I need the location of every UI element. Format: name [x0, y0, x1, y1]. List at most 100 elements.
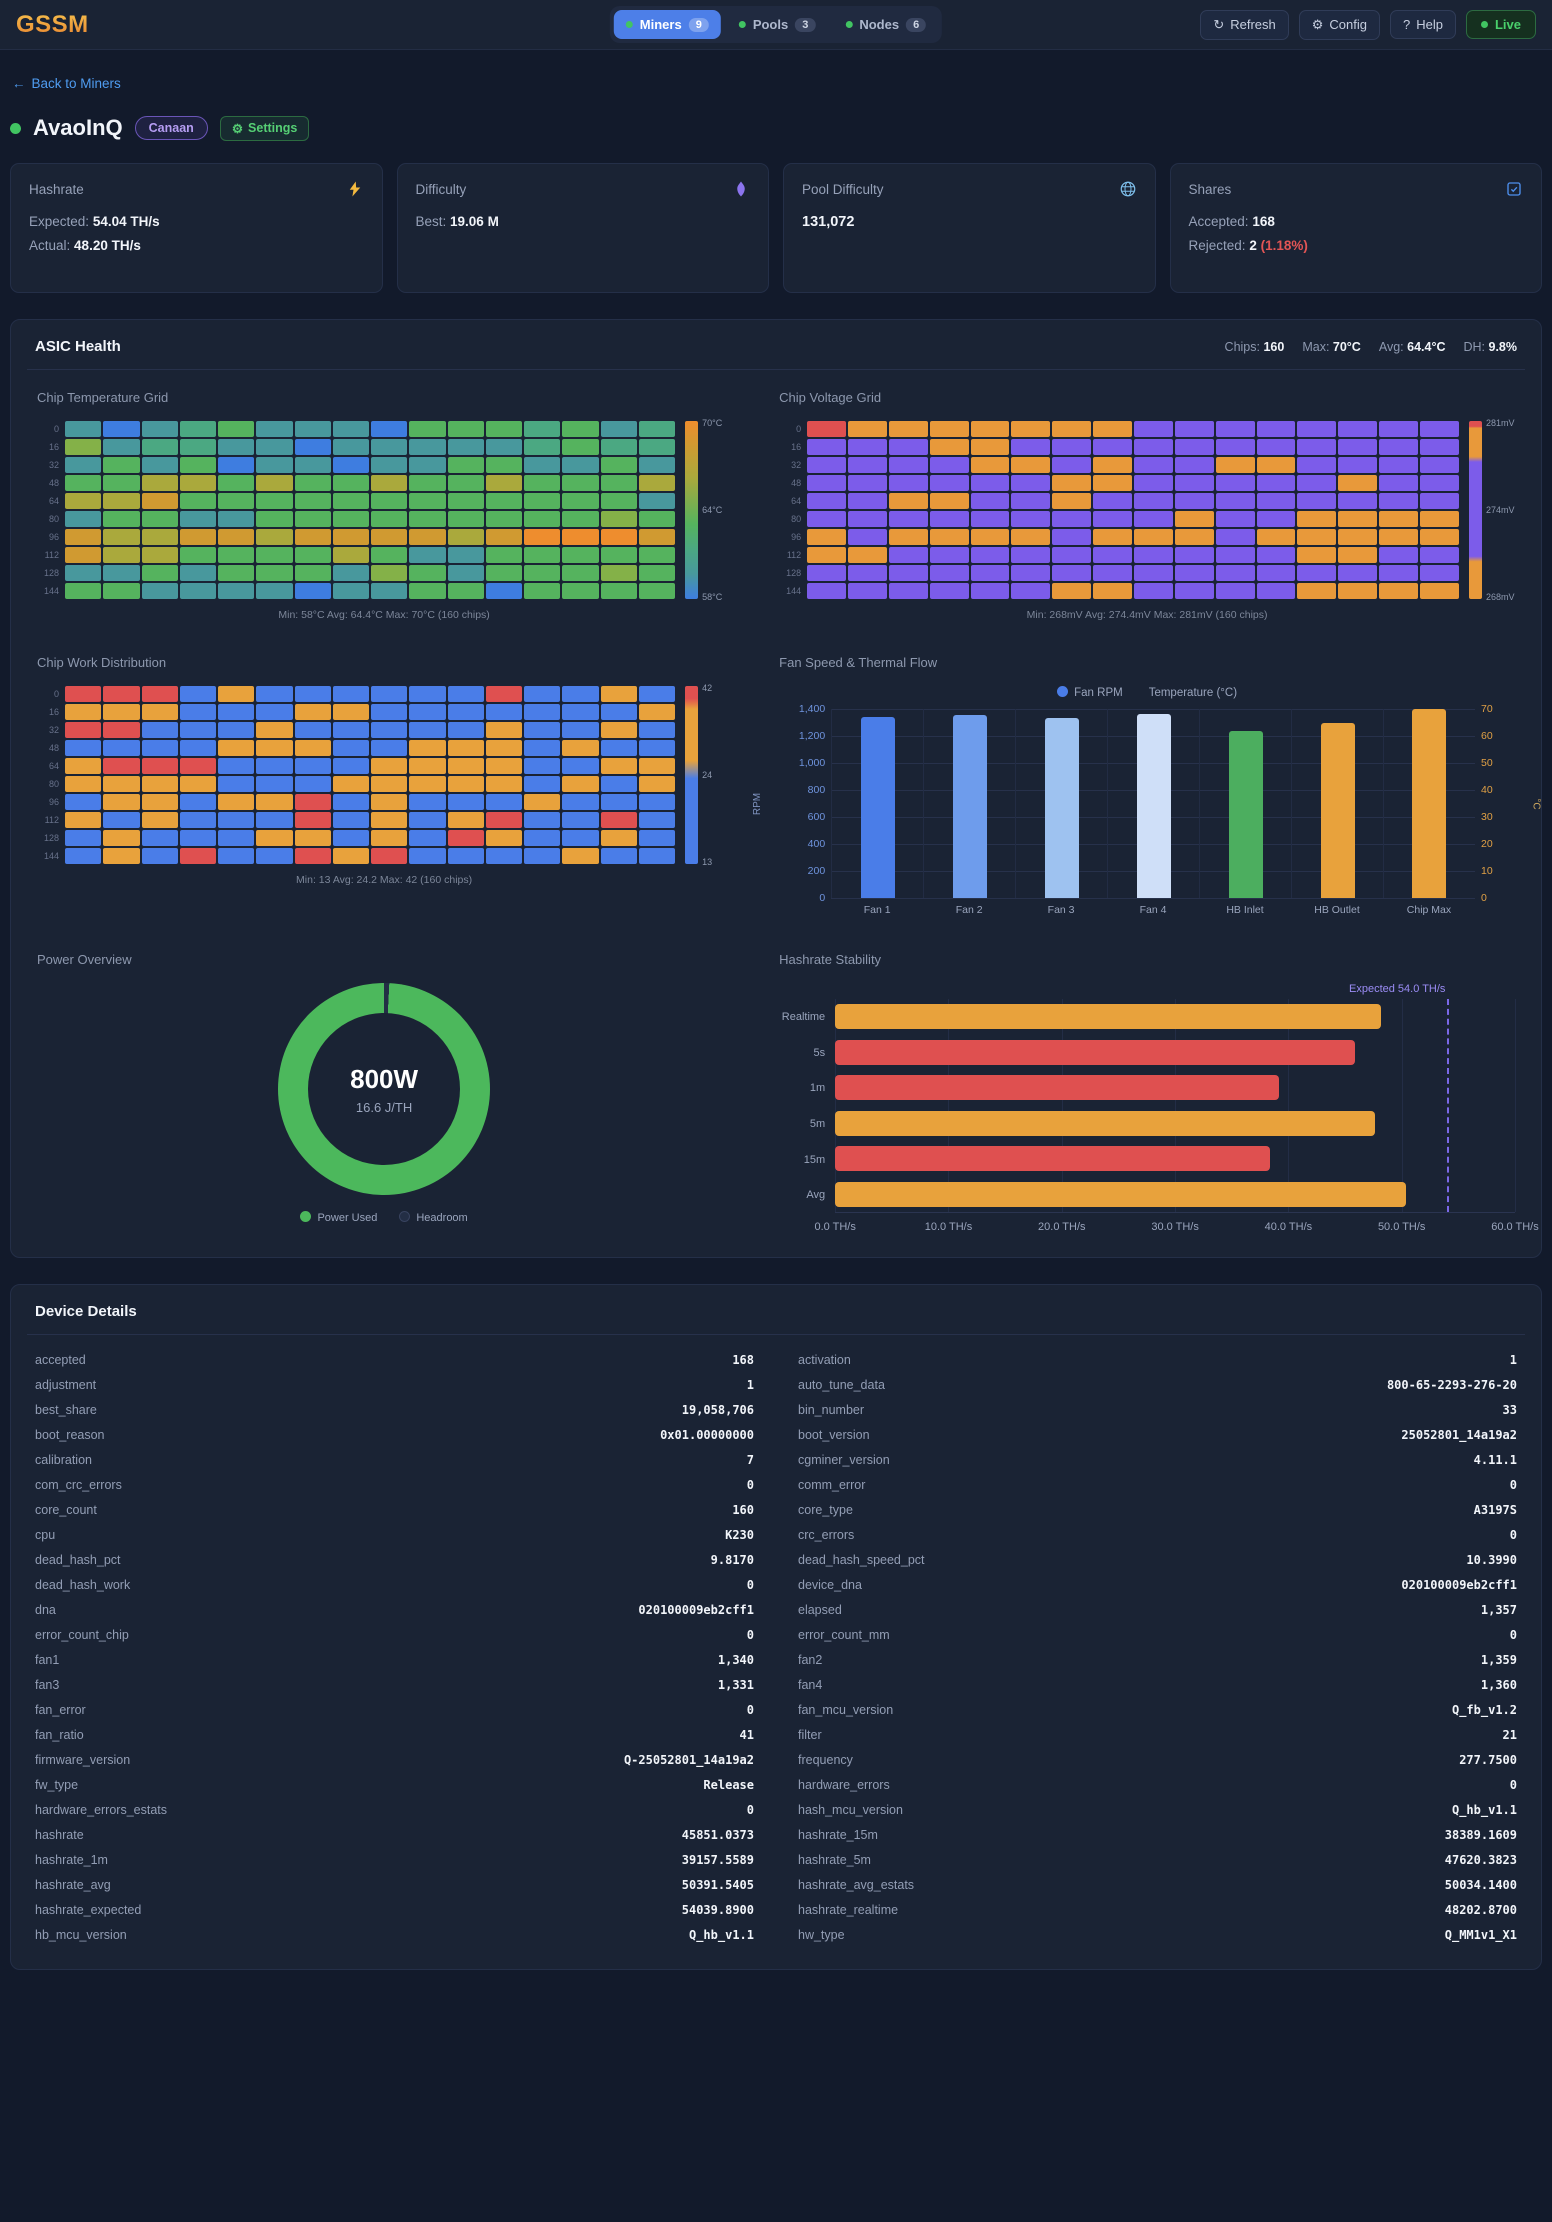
heatmap-cell — [848, 457, 887, 473]
heatmap-cell — [1011, 457, 1051, 473]
heatmap-cell — [141, 457, 178, 473]
heatmap-cell — [524, 776, 561, 792]
detail-value: 21 — [1502, 1727, 1517, 1742]
heatmap-cell — [524, 439, 561, 455]
heatmap-cell — [485, 457, 523, 473]
heatmap-cell — [447, 848, 484, 864]
heatmap-cell — [103, 529, 140, 545]
heatmap-cell — [409, 565, 446, 581]
detail-row: dead_hash_work 0 — [35, 1572, 754, 1597]
tab-pools[interactable]: Pools 3 — [727, 10, 828, 39]
detail-value: 0 — [1509, 1477, 1517, 1492]
heatmap-cell — [929, 457, 969, 473]
heatmap-cell — [294, 812, 331, 828]
heatmap-cell — [409, 529, 446, 545]
heatmap-cell — [562, 848, 599, 864]
detail-value: 47620.3823 — [1444, 1852, 1517, 1867]
heatmap-cell — [848, 493, 887, 509]
axis-tick: 20.0 TH/s — [1038, 1221, 1086, 1233]
detail-row: fan_mcu_version Q_fb_v1.2 — [798, 1697, 1517, 1722]
heatmap-cell — [141, 794, 178, 810]
heatmap-cell — [562, 776, 599, 792]
heatmap-cell — [524, 740, 561, 756]
heatmap-cell — [1379, 565, 1419, 581]
stat-cards-row: Hashrate Expected: 54.04 TH/s Actual: 48… — [10, 163, 1542, 293]
heatmap-cell — [256, 583, 293, 599]
rpm-axis: RPM 1,400 1,200 1,000 800 600 400 200 0 — [752, 703, 826, 904]
heatmap-cell — [600, 583, 637, 599]
detail-key: firmware_version — [35, 1752, 131, 1767]
heatmap-cell — [103, 794, 140, 810]
detail-value: Q-25052801_14a19a2 — [623, 1752, 754, 1767]
detail-value: 0 — [746, 1477, 754, 1492]
detail-value: 39157.5589 — [681, 1852, 754, 1867]
refresh-button[interactable]: ↻ Refresh — [1200, 9, 1289, 40]
heatmap-row-label: 112 — [786, 550, 802, 560]
heatmap-cell — [929, 439, 969, 455]
tab-nodes[interactable]: Nodes 6 — [833, 10, 938, 39]
tab-miners[interactable]: Miners 9 — [613, 10, 721, 39]
power-overview-panel: Power Overview 800W 16.6 J/TH Power Used… — [37, 952, 731, 1235]
settings-button[interactable]: ⚙ Settings — [219, 115, 310, 141]
heatmap-cell — [1215, 583, 1255, 599]
heatmap-cell — [1420, 493, 1459, 509]
heatmap-cell — [447, 565, 484, 581]
heatmap-cell — [638, 457, 676, 473]
heatmap-cell — [332, 794, 370, 810]
detail-key: fan_mcu_version — [798, 1702, 894, 1717]
heatmap-cell — [1174, 439, 1214, 455]
live-button[interactable]: Live — [1465, 10, 1536, 39]
heatmap-cell — [103, 475, 140, 491]
gear-icon: ⚙ — [1311, 16, 1324, 32]
heatmap-cell — [807, 439, 847, 455]
heatmap-cell — [1011, 475, 1051, 491]
heatmap-cell — [600, 529, 637, 545]
heatmap-cell — [1379, 457, 1419, 473]
heatmap-cell — [103, 758, 140, 774]
detail-row: hashrate_5m 47620.3823 — [798, 1847, 1517, 1872]
heatmap-cell — [1338, 493, 1378, 509]
fan-chart-column — [1107, 709, 1199, 898]
heatmap-row: 112 — [37, 812, 676, 828]
heatmap-cell — [294, 740, 331, 756]
heatmap-row: 16 — [37, 704, 676, 720]
heatmap-row-label: 96 — [791, 532, 802, 542]
heatmap-row-label: 128 — [43, 833, 59, 843]
heatmap-cell — [524, 511, 561, 527]
heatmap-cell — [524, 493, 561, 509]
heatmap-cell — [600, 758, 637, 774]
heatmap-cell — [562, 439, 599, 455]
device-details-panel: Device Details accepted 168 adjustment 1 bes… — [10, 1284, 1542, 1970]
back-to-miners-link[interactable]: ← Back to Miners — [12, 76, 121, 91]
detail-key: activation — [798, 1352, 851, 1367]
heatmap-row-label: 144 — [43, 851, 59, 861]
detail-key: hardware_errors_estats — [35, 1802, 168, 1817]
heatmap-cell — [332, 457, 370, 473]
help-button[interactable]: ? Help — [1390, 10, 1456, 39]
heatmap-cell — [638, 830, 676, 846]
heatmap-cell — [447, 439, 484, 455]
heatmap-cell — [638, 529, 676, 545]
heatmap-cell — [1379, 439, 1419, 455]
detail-row: boot_version 25052801_14a19a2 — [798, 1422, 1517, 1447]
detail-value: A3197S — [1473, 1502, 1517, 1517]
heatmap-cell — [141, 439, 178, 455]
heatmap-row-label: 32 — [48, 725, 59, 735]
heatmap-cell — [141, 740, 178, 756]
work-heatmap: 0 16 32 48 64 80 96 112 128 144 — [37, 686, 676, 864]
detail-value: 1,357 — [1480, 1602, 1517, 1617]
fan-chart-column — [1199, 709, 1291, 898]
heatmap-cell — [256, 848, 293, 864]
heatmap-cell — [970, 583, 1010, 599]
category-label: Realtime — [781, 1010, 826, 1023]
config-button[interactable]: ⚙ Config — [1298, 9, 1380, 40]
chip-voltage-grid-panel: Chip Voltage Grid 0 16 32 48 64 80 96 112 128 144… — [779, 390, 1515, 621]
heatmap-row: 0 — [37, 686, 676, 702]
heatmap-cell — [485, 704, 523, 720]
heatmap-cell — [103, 457, 140, 473]
detail-key: comm_error — [798, 1477, 866, 1492]
detail-value: K230 — [725, 1527, 754, 1542]
heatmap-cell — [1093, 439, 1133, 455]
heatmap-cell — [179, 583, 217, 599]
live-dot-icon — [1480, 21, 1488, 28]
